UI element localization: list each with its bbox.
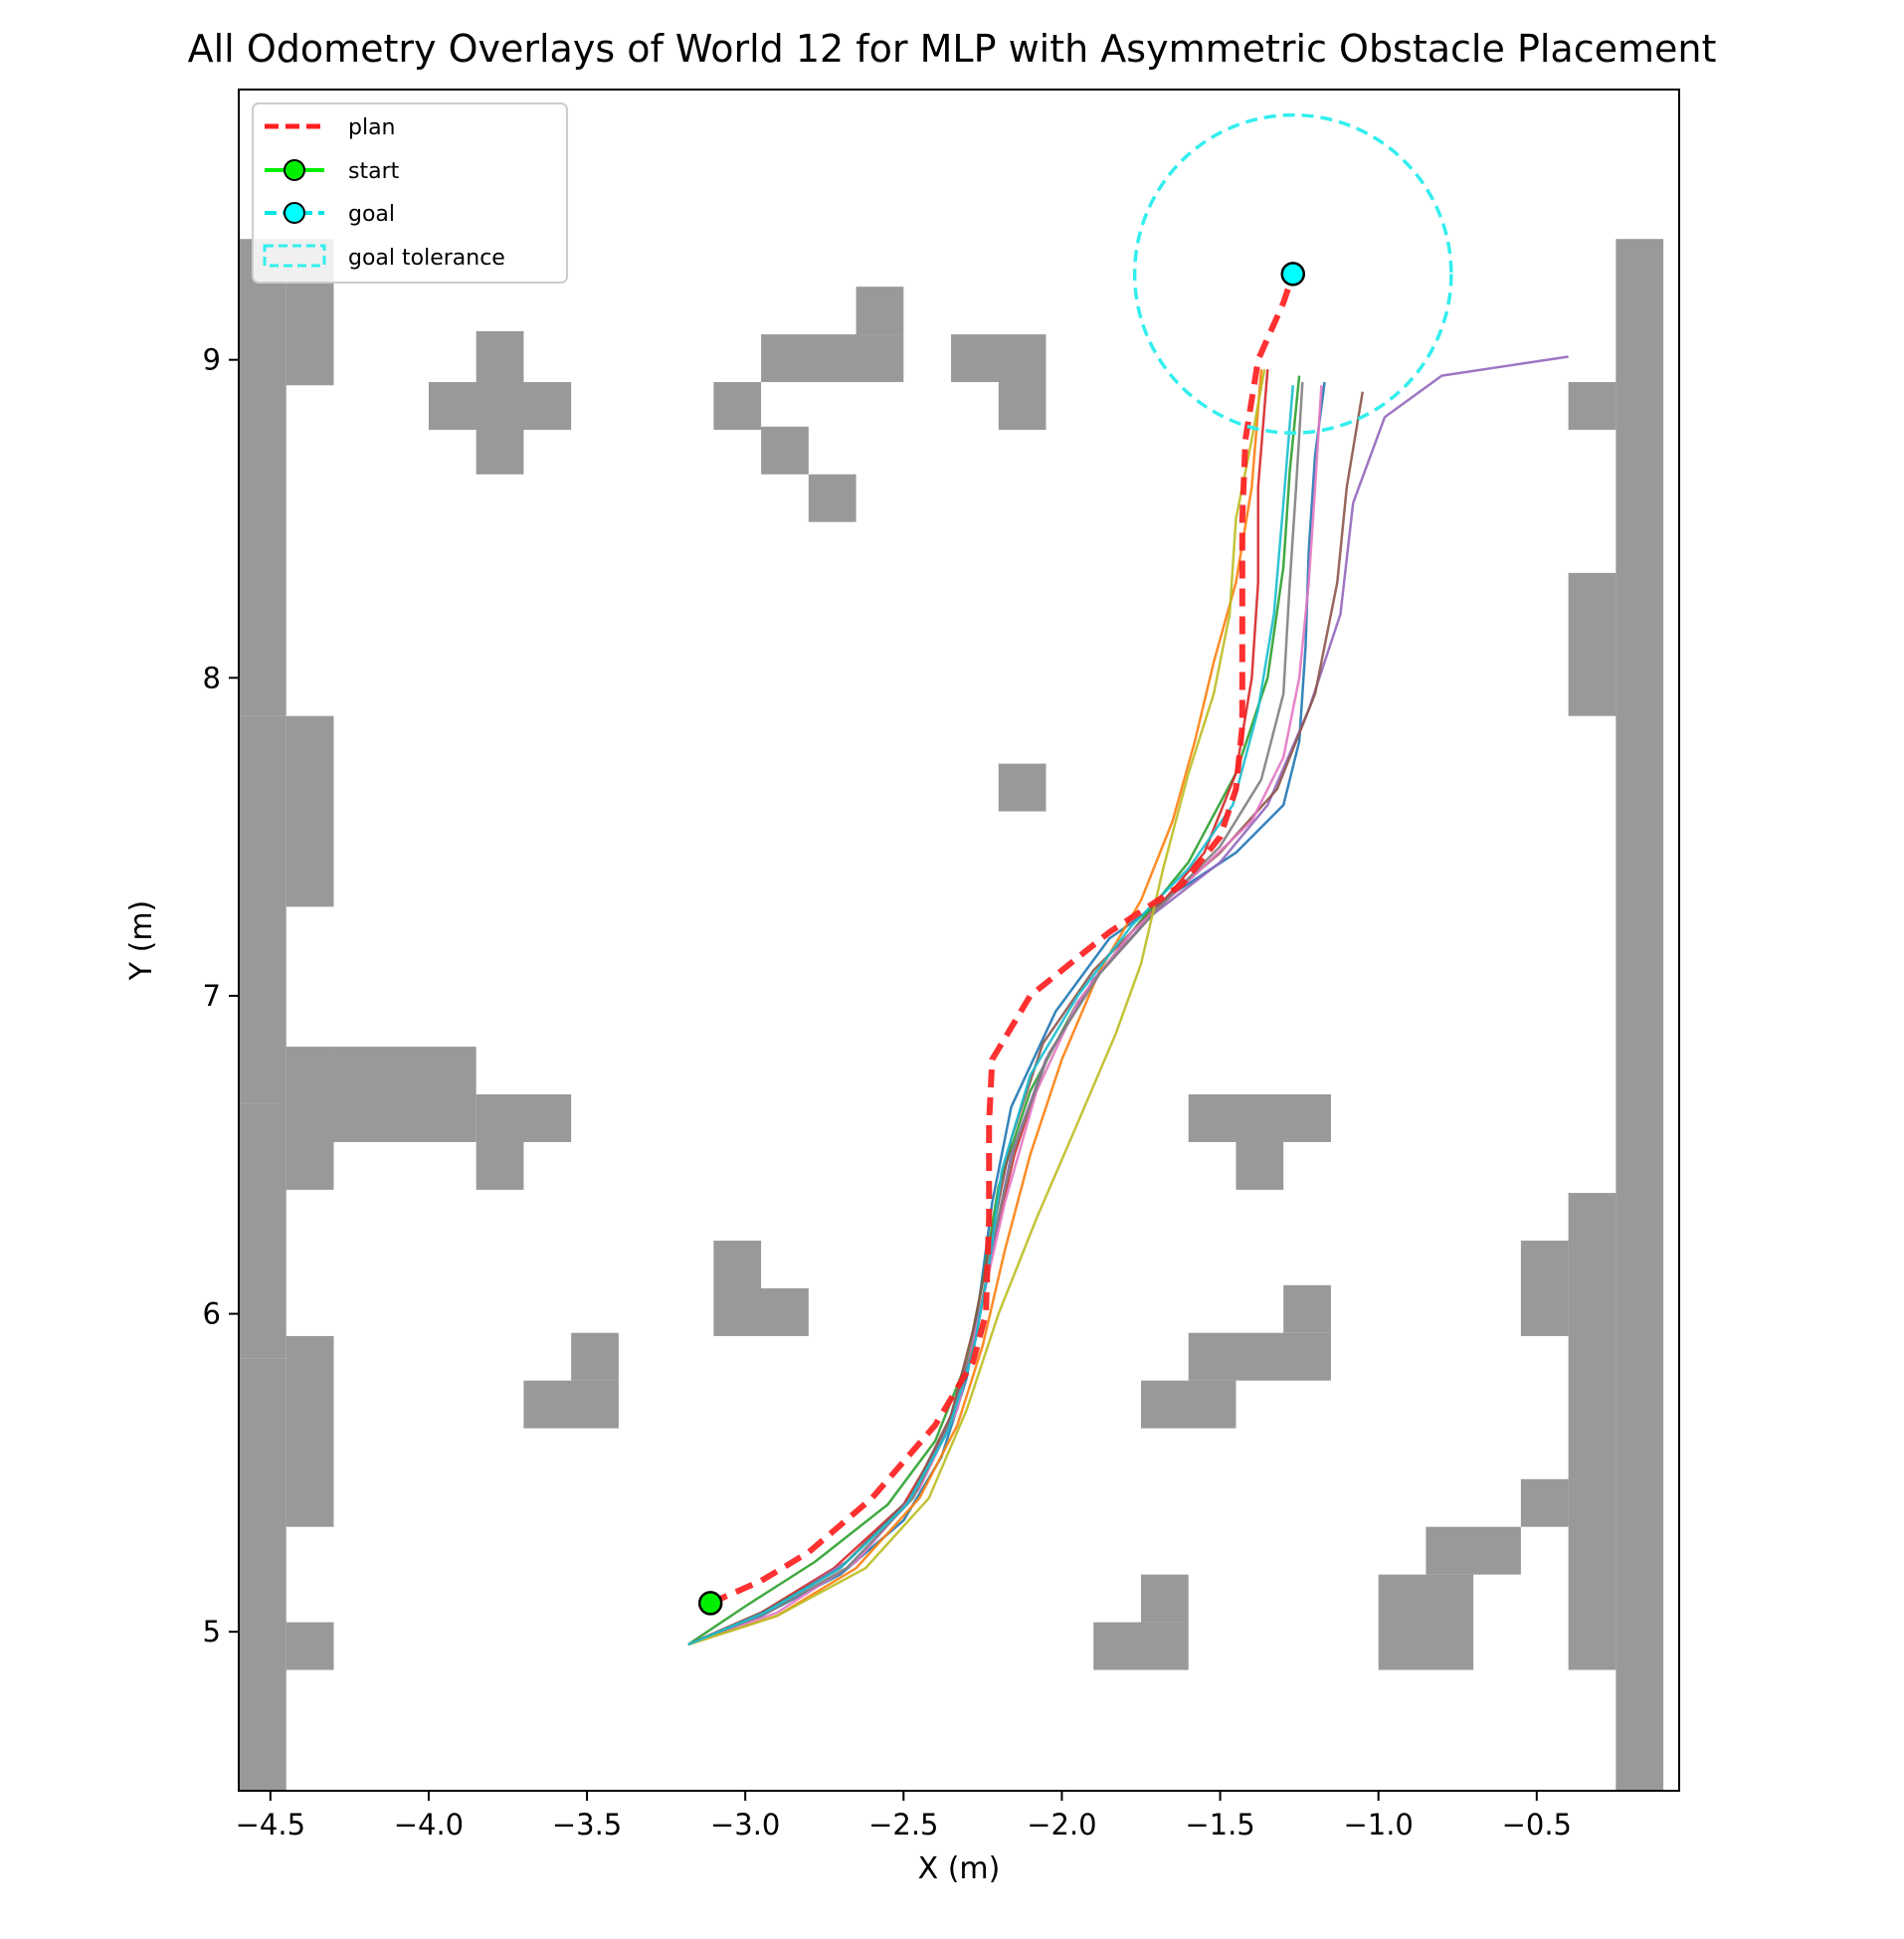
y-tick-label: 9: [203, 343, 221, 377]
odometry-trajectory: [687, 381, 1326, 1647]
obstacle-cell: [239, 239, 286, 716]
obstacle-cell: [713, 382, 762, 430]
legend-tolerance-swatch: [263, 244, 326, 268]
chart-title: All Odometry Overlays of World 12 for ML…: [188, 27, 1717, 71]
obstacle-cell: [239, 1358, 286, 1791]
obstacle-cell: [571, 1332, 619, 1381]
obstacle-cell: [1520, 1241, 1569, 1336]
obstacle-cell: [239, 1103, 286, 1359]
obstacle-cell: [286, 1047, 334, 1190]
plan-layer: [708, 273, 1296, 1607]
x-tick-label: −4.0: [394, 1808, 464, 1842]
obstacle-cell: [951, 334, 1047, 383]
plot-frame: [238, 89, 1680, 1792]
plan-path: [708, 273, 1296, 1607]
goal-layer: [697, 112, 1453, 1616]
y-tick-label: 8: [203, 661, 221, 694]
y-axis-ticks: 5 6 7 8 9: [203, 343, 239, 1648]
obstacle-cell: [239, 715, 286, 1104]
x-tick-label: −3.0: [710, 1808, 780, 1842]
odometry-trajectory: [687, 385, 1294, 1647]
obstacle-cell: [713, 1287, 809, 1336]
legend-box: [252, 102, 568, 284]
obstacle-cell: [1283, 1284, 1331, 1333]
odometry-trajectory: [687, 375, 1301, 1647]
obstacle-cell: [1140, 1380, 1237, 1429]
obstacle-cell: [998, 382, 1047, 430]
obstacle-cell: [998, 763, 1047, 812]
goal-tolerance-circle: [1132, 112, 1453, 435]
obstacle-cell: [1093, 1622, 1189, 1670]
obstacle-cell: [333, 1047, 476, 1142]
obstacle-cell: [808, 474, 857, 522]
x-tick-label: −2.5: [868, 1808, 938, 1842]
start-marker: [697, 1591, 723, 1616]
obstacle-cell: [476, 1141, 524, 1190]
odometry-trajectory: [687, 381, 1304, 1647]
obstacle-cell: [1568, 572, 1617, 716]
legend-label-plan: plan: [348, 115, 396, 140]
trajectory-layer: [687, 355, 1569, 1647]
x-tick-label: −0.5: [1502, 1808, 1572, 1842]
y-tick-label: 7: [203, 979, 221, 1013]
obstacle-cell: [1520, 1478, 1569, 1527]
obstacle-cell: [1568, 1193, 1617, 1670]
obstacle-cell: [761, 334, 904, 383]
obstacle-cell: [1140, 1574, 1189, 1623]
x-tick-label: −1.0: [1343, 1808, 1413, 1842]
odometry-trajectory: [687, 369, 1269, 1647]
odometry-trajectory: [687, 391, 1364, 1647]
x-axis-ticks: −4.5 −4.0 −3.5 −3.0 −2.5 −2.0 −1.5 −1.0 −0.5: [236, 1791, 1572, 1842]
legend-label-goal: goal: [348, 202, 395, 227]
obstacle-cell: [1188, 1332, 1331, 1381]
legend-start-marker: [284, 159, 305, 181]
obstacle-cell: [1426, 1526, 1521, 1575]
obstacle-cell: [1188, 1094, 1331, 1142]
plot-area: [239, 112, 1664, 1791]
odometry-trajectory: [687, 385, 1323, 1647]
obstacle-cell: [476, 1094, 572, 1142]
legend-label-goal-tolerance: goal tolerance: [348, 246, 505, 271]
legend-label-start: start: [348, 159, 400, 184]
obstacle-cell: [286, 715, 334, 907]
x-tick-label: −1.5: [1185, 1808, 1254, 1842]
x-tick-label: −2.0: [1027, 1808, 1096, 1842]
obstacle-cell: [1616, 239, 1664, 1791]
obstacle-cell: [286, 1335, 334, 1527]
legend-goal-marker: [284, 202, 305, 224]
x-tick-label: −3.5: [552, 1808, 622, 1842]
legend: plan start goal goal tolerance: [252, 102, 568, 284]
obstacle-grid: [239, 239, 1664, 1791]
obstacle-cell: [1378, 1574, 1474, 1670]
y-tick-label: 5: [203, 1615, 221, 1648]
y-axis-label: Y (m): [124, 900, 159, 982]
obstacle-cell: [286, 1622, 334, 1670]
obstacle-cell: [856, 287, 904, 335]
obstacle-cell: [713, 1241, 762, 1288]
x-axis-label: X (m): [918, 1851, 1001, 1886]
y-tick-label: 6: [203, 1297, 221, 1331]
obstacle-cell: [1568, 382, 1617, 430]
x-tick-label: −4.5: [236, 1808, 305, 1842]
obstacle-cell: [1236, 1141, 1284, 1190]
odometry-trajectory: [687, 369, 1263, 1647]
obstacle-cell: [523, 1380, 619, 1429]
goal-marker: [1280, 262, 1305, 287]
obstacle-cell: [428, 382, 572, 430]
odometry-trajectory: [687, 369, 1266, 1647]
obstacle-cell: [761, 426, 809, 475]
